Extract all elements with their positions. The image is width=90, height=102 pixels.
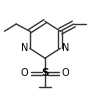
Text: N: N [62, 43, 69, 53]
Text: O: O [62, 69, 69, 79]
Text: O: O [21, 69, 28, 79]
Text: N: N [21, 43, 28, 53]
Text: S: S [41, 69, 49, 79]
